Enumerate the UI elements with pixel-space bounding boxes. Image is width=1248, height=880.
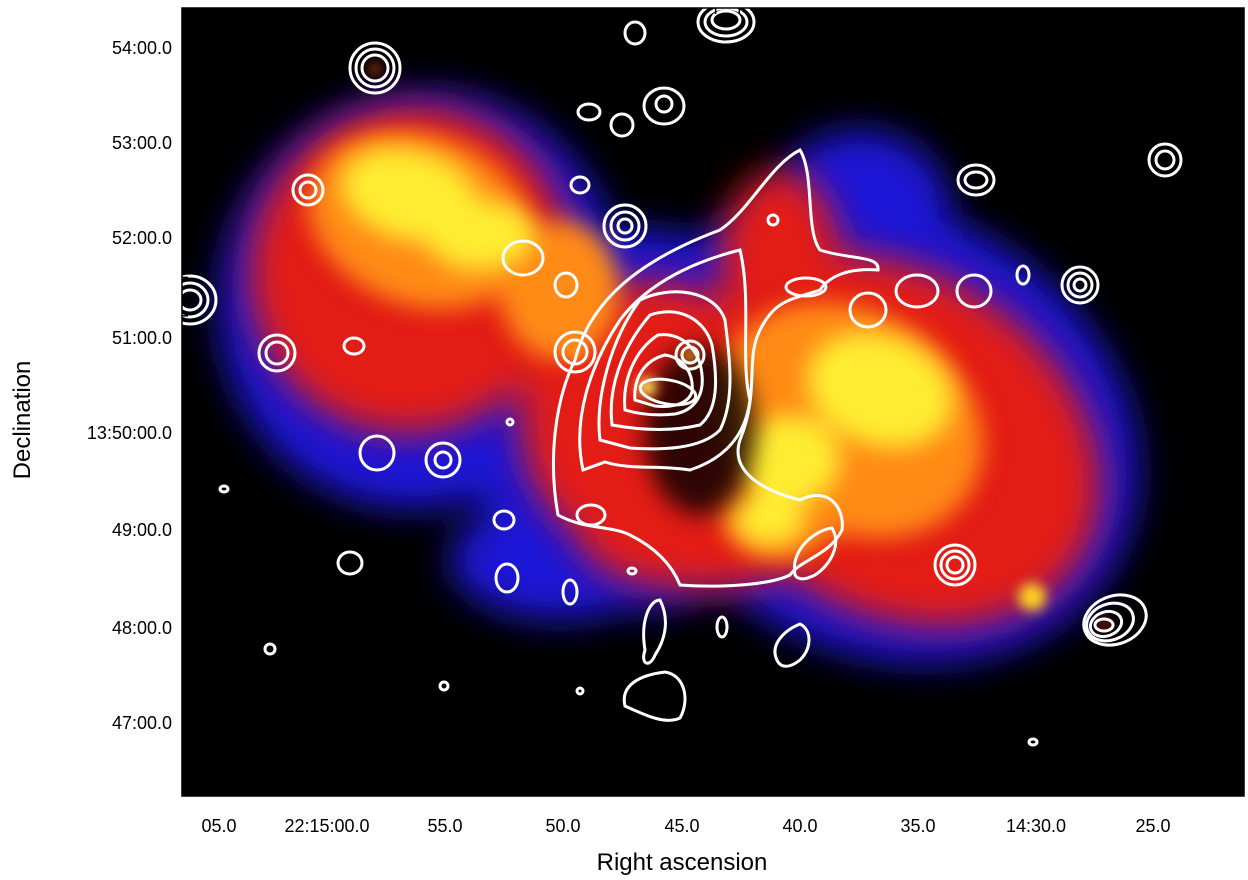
compact-source-mid-left (553, 330, 597, 374)
emission-dark-cavity (645, 345, 755, 515)
x-tick-label: 45.0 (664, 816, 699, 836)
x-tick-label: 35.0 (900, 816, 935, 836)
x-tick-label: 14:30.0 (1006, 816, 1066, 836)
x-axis-title: Right ascension (597, 849, 768, 876)
point-sources (370, 64, 1109, 629)
y-tick-label: 49:00.0 (112, 520, 172, 540)
y-tick-label: 51:00.0 (112, 328, 172, 348)
x-tick-label: 40.0 (782, 816, 817, 836)
y-tick-label: 47:00.0 (112, 713, 172, 733)
compact-source-w (257, 333, 297, 373)
y-tick-labels: 54:00.0 53:00.0 52:00.0 51:00.0 13:50:00… (87, 38, 172, 733)
compact-source-w-edge (182, 274, 218, 326)
x-tick-label: 50.0 (545, 816, 580, 836)
image-panel (182, 8, 1244, 796)
tick-marks (182, 7, 1244, 797)
compact-source-mid-right (674, 339, 706, 371)
y-tick-label: 54:00.0 (112, 38, 172, 58)
compact-source-nw (348, 41, 402, 95)
x-tick-label: 55.0 (427, 816, 462, 836)
xray-emission (218, 64, 1139, 664)
x-tick-labels: 05.0 22:15:00.0 55.0 50.0 45.0 40.0 35.0… (201, 816, 1170, 836)
image-frame (181, 7, 1245, 797)
compact-source-center-n (602, 203, 648, 249)
emission-yellow-peaks (341, 147, 953, 545)
x-tick-label: 25.0 (1135, 816, 1170, 836)
compact-source-ne (1147, 142, 1183, 178)
x-tick-label: 22:15:00.0 (284, 816, 369, 836)
y-axis-title: Declination (9, 361, 36, 480)
radio-contours (182, 8, 1183, 747)
x-tick-label: 05.0 (201, 816, 236, 836)
compact-source-e (1060, 265, 1100, 305)
y-tick-label: 48:00.0 (112, 618, 172, 638)
compact-source-nw2 (291, 173, 325, 207)
compact-source-ne2 (956, 163, 996, 197)
isolated-contours (218, 20, 1039, 747)
y-tick-label: 53:00.0 (112, 133, 172, 153)
compact-source-n (696, 8, 756, 44)
compact-source-sw (424, 441, 462, 479)
y-tick-label: 52:00.0 (112, 228, 172, 248)
compact-source-se-corner (1082, 593, 1148, 647)
y-tick-label: 13:50:00.0 (87, 423, 172, 443)
compact-source-se (933, 543, 977, 587)
